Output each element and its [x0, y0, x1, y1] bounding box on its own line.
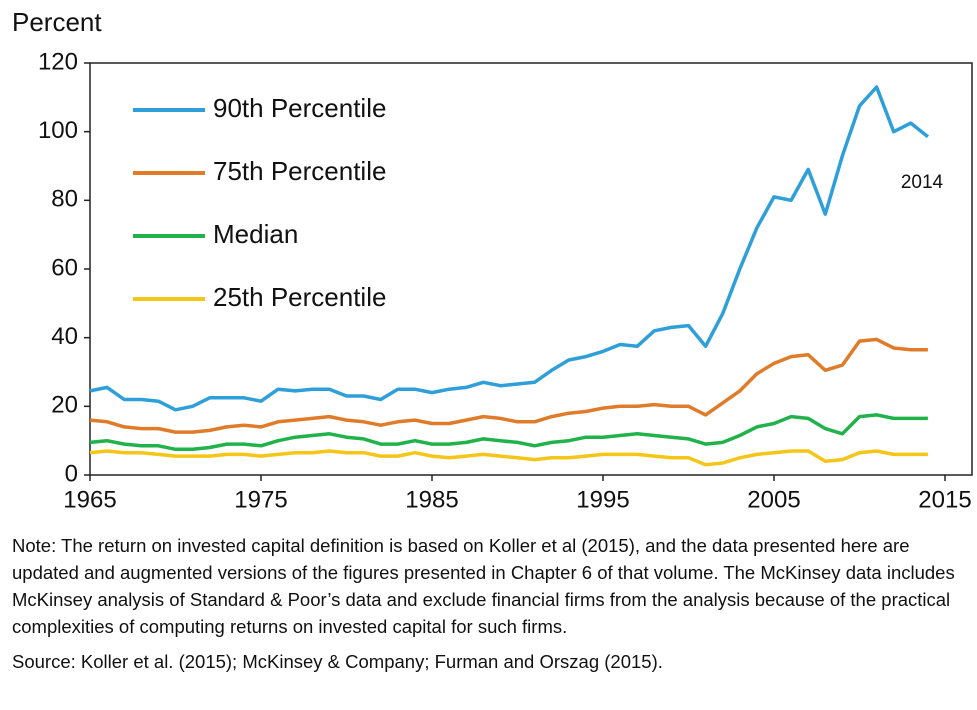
y-tick-label: 60 — [51, 254, 78, 281]
y-tick-label: 120 — [38, 48, 78, 75]
x-tick-label: 1975 — [234, 486, 287, 513]
notes: Note: The return on invested capital def… — [12, 532, 967, 675]
x-tick-label: 1965 — [63, 486, 116, 513]
y-tick-label: 80 — [51, 186, 78, 213]
note: Note: The return on invested capital def… — [12, 535, 955, 637]
x-tick-label: 2005 — [747, 486, 800, 513]
y-tick-label: 100 — [38, 117, 78, 144]
x-tick-label: 2015 — [918, 486, 971, 513]
chart: Percent 2014 0 20 40 60 80 100 120 1965 1975 1985… — [12, 7, 973, 513]
annotation: 2014 — [901, 172, 944, 193]
series-line — [89, 449, 928, 467]
legend-label: 75th Percentile — [213, 156, 386, 186]
y-tick-label: 40 — [51, 323, 78, 350]
series-line — [89, 337, 928, 434]
y-tick-label: 20 — [51, 392, 78, 419]
source: Source: Koller et al. (2015); McKinsey &… — [12, 651, 663, 672]
x-tick-label: 1985 — [405, 486, 458, 513]
y-axis-label: Percent — [12, 7, 102, 37]
legend-label: 25th Percentile — [213, 282, 386, 312]
series-line — [89, 85, 929, 412]
legend-label: 90th Percentile — [213, 93, 386, 123]
plot-frame — [89, 62, 973, 476]
x-tick-label: 1995 — [576, 486, 629, 513]
legend-label: Median — [213, 219, 298, 249]
y-tick-label: 0 — [65, 460, 78, 487]
series-line — [89, 413, 928, 452]
